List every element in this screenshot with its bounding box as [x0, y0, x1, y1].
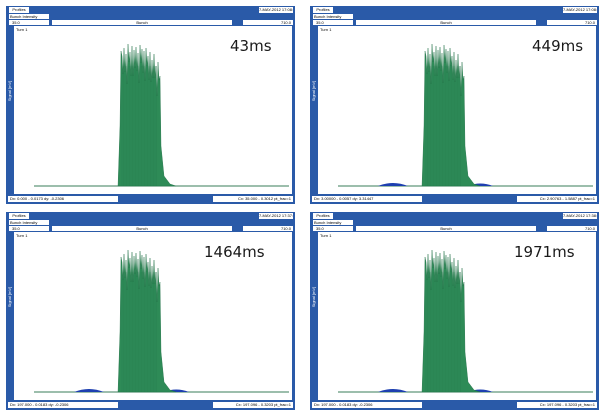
timing-label: 449ms — [532, 37, 584, 55]
cursor-delta-readout: Dx: 0.000 - 0.0173 dy: -0.2306 — [8, 196, 118, 202]
profile-window-2: Profiles 7-MAY-2012 17:08:17 Bunch Inten… — [310, 6, 599, 204]
profile-chart — [34, 249, 289, 393]
status-bar: Dx: 197.000 - 0.0183 dy: -0.2306 Cx: 197… — [8, 402, 293, 408]
side-bump-left — [74, 389, 104, 392]
y-axis-label: Signal [mV] — [311, 286, 316, 308]
section-label: Bunch Intensity — [313, 220, 353, 225]
profile-window-3: Profiles 7-MAY-2012 17:37:48 Bunch Inten… — [6, 212, 295, 410]
control-strip: Bunch Intensity 35.0 Bunch 710.0 — [8, 14, 293, 25]
bunch-selector[interactable]: Bunch — [356, 226, 536, 231]
control-strip: Bunch Intensity 35.0 Bunch 710.0 — [312, 220, 597, 231]
timestamp: 7-MAY-2012 17:08:17 — [259, 7, 293, 13]
profiles-tab[interactable]: Profiles — [9, 213, 29, 219]
bunch-peak — [421, 43, 481, 187]
cursor-delta-readout: Dx: 197.000 - 0.0183 dy: -0.2306 — [312, 402, 422, 408]
profiles-tab[interactable]: Profiles — [313, 213, 333, 219]
cursor-position-readout: Cx: 197.096 - 0.3203 pt_frac=1 — [213, 402, 293, 408]
side-bump-left — [378, 389, 408, 392]
title-bar: Profiles 7-MAY-2012 17:38:17 — [312, 213, 597, 219]
plot-area[interactable]: Turn 1 449ms — [318, 26, 596, 194]
cursor-delta-readout: Dx: 3.00000 - 0.0057 dy: 3.31447 — [312, 196, 422, 202]
control-strip: Bunch Intensity 35.0 Bunch 710.0 — [8, 220, 293, 231]
bunch-peak — [117, 249, 177, 393]
y-axis-label: Signal [mV] — [7, 286, 12, 308]
status-bar: Dx: 0.000 - 0.0173 dy: -0.2306 Cx: 35.00… — [8, 196, 293, 202]
range-min-field[interactable]: 35.0 — [9, 20, 49, 25]
profile-chart — [34, 43, 289, 187]
bunch-peak — [421, 249, 481, 393]
plot-area[interactable]: Turn 1 1971ms — [318, 232, 596, 400]
range-min-field[interactable]: 35.0 — [9, 226, 49, 231]
bunch-selector[interactable]: Bunch — [356, 20, 536, 25]
bunch-selector[interactable]: Bunch — [52, 20, 232, 25]
status-bar: Dx: 3.00000 - 0.0057 dy: 3.31447 Cx: 2.9… — [312, 196, 597, 202]
control-strip: Bunch Intensity 35.0 Bunch 710.0 — [312, 14, 597, 25]
turn-label: Turn 1 — [320, 27, 332, 32]
side-bump-left — [378, 183, 408, 186]
cursor-delta-readout: Dx: 197.000 - 0.0183 dy: -0.2306 — [8, 402, 118, 408]
range-min-field[interactable]: 35.0 — [313, 226, 353, 231]
cursor-position-readout: Cx: 35.000 - 0.3012 pt_frac=1 — [213, 196, 293, 202]
profiles-tab[interactable]: Profiles — [9, 7, 29, 13]
bunch-selector[interactable]: Bunch — [52, 226, 232, 231]
range-max-field[interactable]: 710.0 — [547, 226, 597, 231]
profile-window-4: Profiles 7-MAY-2012 17:38:17 Bunch Inten… — [310, 212, 599, 410]
timestamp: 7-MAY-2012 17:38:17 — [563, 213, 597, 219]
section-label: Bunch Intensity — [9, 220, 49, 225]
title-bar: Profiles 7-MAY-2012 17:08:17 — [8, 7, 293, 13]
plot-area[interactable]: Turn 1 43ms — [14, 26, 292, 194]
range-min-field[interactable]: 35.0 — [313, 20, 353, 25]
turn-label: Turn 1 — [16, 27, 28, 32]
cursor-position-readout: Cx: 197.096 - 0.3203 pt_frac=1 — [517, 402, 597, 408]
profile-chart — [338, 249, 593, 393]
profiles-tab[interactable]: Profiles — [313, 7, 333, 13]
plot-area[interactable]: Turn 1 1464ms — [14, 232, 292, 400]
timestamp: 7-MAY-2012 17:37:48 — [259, 213, 293, 219]
y-axis-label: Signal [mV] — [7, 80, 12, 102]
range-max-field[interactable]: 710.0 — [243, 226, 293, 231]
profile-chart — [338, 43, 593, 187]
cursor-position-readout: Cx: 2.90763 - 1.5887 pt_frac=1 — [517, 196, 597, 202]
section-label: Bunch Intensity — [313, 14, 353, 19]
turn-label: Turn 1 — [320, 233, 332, 238]
title-bar: Profiles 7-MAY-2012 17:08:17 — [312, 7, 597, 13]
timestamp: 7-MAY-2012 17:08:17 — [563, 7, 597, 13]
status-bar: Dx: 197.000 - 0.0183 dy: -0.2306 Cx: 197… — [312, 402, 597, 408]
turn-label: Turn 1 — [16, 233, 28, 238]
title-bar: Profiles 7-MAY-2012 17:37:48 — [8, 213, 293, 219]
timing-label: 1464ms — [204, 243, 265, 261]
section-label: Bunch Intensity — [9, 14, 49, 19]
bunch-peak — [117, 43, 177, 187]
y-axis-label: Signal [mV] — [311, 80, 316, 102]
range-max-field[interactable]: 710.0 — [243, 20, 293, 25]
timing-label: 43ms — [230, 37, 272, 55]
range-max-field[interactable]: 710.0 — [547, 20, 597, 25]
timing-label: 1971ms — [514, 243, 575, 261]
profile-window-1: Profiles 7-MAY-2012 17:08:17 Bunch Inten… — [6, 6, 295, 204]
